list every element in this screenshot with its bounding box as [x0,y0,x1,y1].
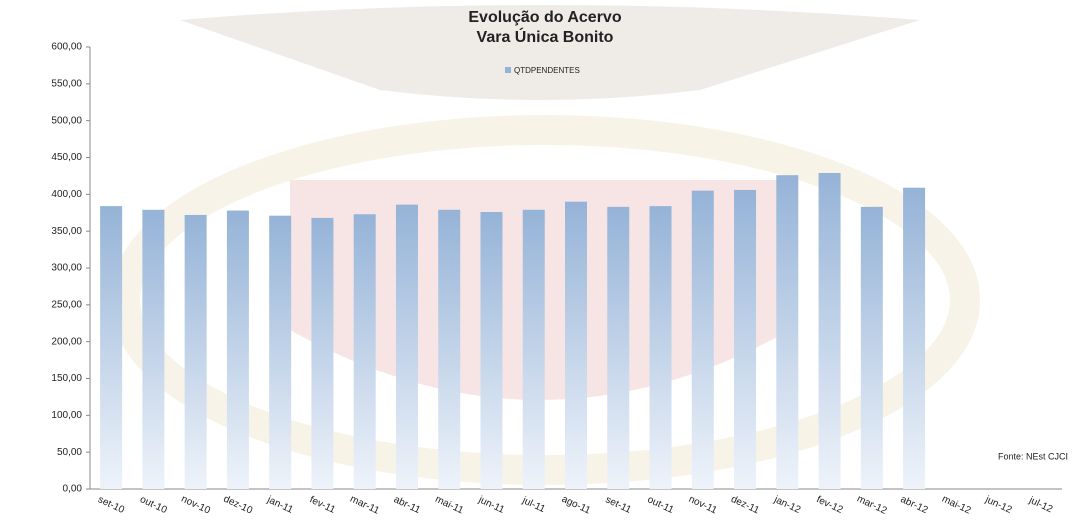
bar [819,173,841,489]
bar [480,212,502,489]
x-tick-label: mai-12 [940,494,973,517]
y-tick-label: 50,00 [57,447,82,458]
x-tick-label: abr-11 [392,494,423,516]
bar [227,211,249,489]
bar [903,188,925,489]
bar [607,207,629,489]
y-tick-label: 500,00 [51,115,82,126]
bar [523,210,545,489]
x-tick-label: out-10 [138,494,169,516]
x-tick-label: abr-12 [899,494,930,516]
y-tick-label: 250,00 [51,299,82,310]
y-tick-label: 400,00 [51,189,82,200]
x-tick-label: nov-10 [179,494,212,517]
x-tick-label: nov-11 [687,494,719,517]
x-tick-label: jul-11 [520,495,547,516]
bar [776,175,798,489]
x-tick-label: fev-11 [308,494,338,516]
bar [734,190,756,489]
x-tick-label: dez-10 [222,494,255,517]
bar [396,205,418,489]
x-tick-label: jan-11 [265,494,295,516]
y-tick-label: 550,00 [51,78,82,89]
x-tick-label: jun-12 [983,494,1014,516]
y-tick-label: 100,00 [51,410,82,421]
x-tick-label: jul-12 [1026,495,1054,516]
bar [100,206,122,489]
y-tick-label: 350,00 [51,226,82,237]
x-tick-label: mai-11 [433,494,465,517]
y-tick-label: 150,00 [51,373,82,384]
chart-title: Evolução do Acervo [468,9,621,26]
x-tick-label: set-10 [96,494,126,516]
bar [185,215,207,489]
y-tick-label: 0,00 [63,484,83,495]
x-tick-label: out-11 [646,494,676,516]
y-tick-label: 450,00 [51,152,82,163]
x-tick-label: set-11 [604,494,634,516]
bar [269,216,291,489]
legend-label: QTDPENDENTES [514,66,580,75]
x-tick-label: fev-12 [815,494,845,516]
bar [438,210,460,489]
x-tick-label: jan-12 [771,494,802,516]
x-tick-label: ago-11 [560,494,593,517]
bar [354,214,376,489]
bar [311,218,333,489]
y-tick-label: 300,00 [51,263,82,274]
x-tick-label: mar-12 [855,493,889,517]
x-tick-label: mar-11 [348,494,381,517]
source-note: Fonte: NEst CJCI [998,451,1068,461]
y-tick-label: 600,00 [51,42,82,53]
bar [565,202,587,489]
chart: Evolução do Acervo Vara Única Bonito Fon… [0,0,1081,527]
bar [692,191,714,489]
x-tick-label: dez-11 [729,494,761,517]
legend-swatch [505,67,511,73]
bar [142,210,164,489]
y-tick-label: 200,00 [51,336,82,347]
bar [650,206,672,489]
x-tick-label: jun-11 [476,494,506,516]
bar [861,207,883,489]
chart-subtitle: Vara Única Bonito [477,27,614,46]
